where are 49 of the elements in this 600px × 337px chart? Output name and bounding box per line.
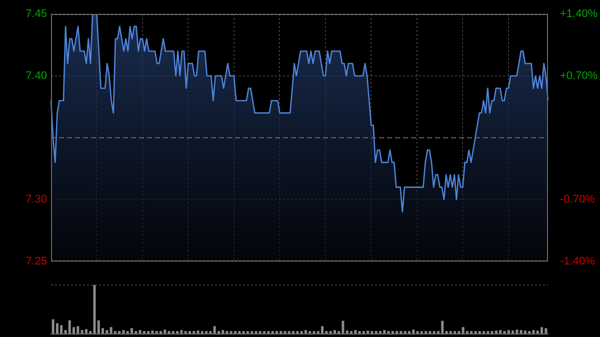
y-tick-label: 7.40 — [26, 70, 47, 82]
bar — [76, 326, 80, 334]
bar — [321, 326, 324, 334]
bar — [60, 325, 63, 334]
bar — [524, 330, 526, 334]
bar — [536, 330, 539, 334]
y-tick-label: 7.25 — [26, 255, 47, 268]
bar — [97, 320, 100, 334]
bar — [507, 330, 510, 334]
bar — [499, 330, 502, 334]
bar — [130, 328, 134, 334]
bar — [441, 320, 444, 334]
bar — [138, 330, 142, 334]
bar — [412, 330, 415, 334]
bar — [354, 330, 357, 334]
y2-tick-label: -0.70% — [560, 194, 596, 206]
y2-tick-label: +1.40% — [560, 8, 598, 20]
bar — [366, 330, 370, 334]
bar — [93, 285, 96, 334]
y2-tick-label: -1.40% — [560, 255, 596, 268]
y-tick-label: 7.30 — [26, 194, 47, 206]
bar — [151, 330, 154, 334]
bar — [383, 330, 386, 334]
bar — [68, 320, 71, 334]
bar — [84, 329, 88, 334]
bar — [520, 330, 522, 334]
bar — [512, 330, 514, 334]
bar — [56, 323, 58, 334]
bar — [342, 320, 344, 334]
y-tick-label: 7.45 — [26, 8, 47, 20]
bar — [540, 327, 544, 334]
bar — [122, 330, 125, 334]
bar — [544, 328, 548, 334]
bar — [516, 330, 518, 334]
bar — [462, 327, 464, 334]
bar — [222, 330, 224, 334]
bar — [52, 319, 54, 334]
bar — [304, 330, 307, 334]
bar — [346, 330, 348, 334]
bar — [80, 330, 84, 334]
bar — [110, 327, 112, 334]
bar — [213, 326, 216, 334]
bar — [333, 330, 336, 334]
bar — [180, 330, 183, 334]
bar — [494, 330, 498, 334]
bar — [164, 330, 166, 334]
bar — [106, 330, 108, 334]
bar — [196, 330, 200, 334]
y2-tick-label: +0.70% — [560, 70, 598, 82]
